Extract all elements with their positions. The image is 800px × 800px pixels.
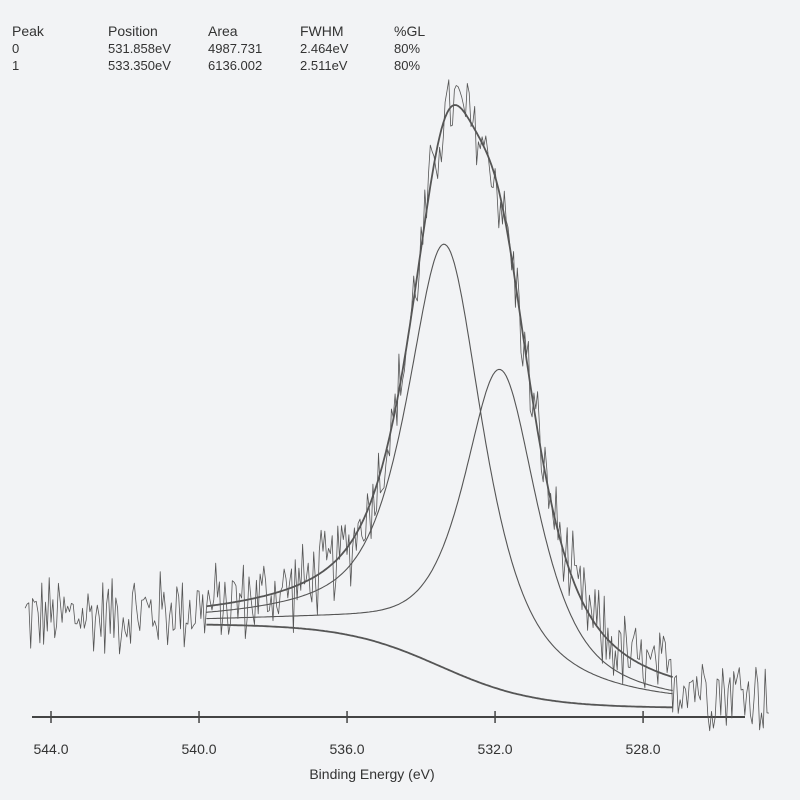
x-axis-label: Binding Energy (eV) bbox=[309, 766, 434, 782]
peak-fwhm: 2.511eV bbox=[300, 58, 348, 73]
header-position: Position bbox=[108, 23, 158, 39]
x-tick-label: 532.0 bbox=[478, 741, 513, 757]
x-tick-label: 536.0 bbox=[330, 741, 365, 757]
peak-id: 1 bbox=[12, 58, 20, 73]
peak-position: 533.350eV bbox=[108, 58, 171, 73]
x-tick-label: 528.0 bbox=[626, 741, 661, 757]
peak-gl: 80% bbox=[394, 58, 421, 73]
peak-fwhm: 2.464eV bbox=[300, 41, 349, 56]
x-tick-label: 544.0 bbox=[33, 741, 68, 757]
peak-area: 6136.002 bbox=[208, 58, 263, 73]
header-gl: %GL bbox=[394, 23, 426, 39]
header-peak: Peak bbox=[12, 23, 44, 39]
peak-table-header: Peak Position Area FWHM %GL bbox=[8, 22, 454, 40]
header-fwhm: FWHM bbox=[300, 23, 344, 39]
peak-0-line bbox=[206, 368, 673, 692]
peak-position: 531.858eV bbox=[108, 41, 171, 56]
envelope-line bbox=[206, 104, 673, 678]
peak-gl: 80% bbox=[394, 41, 421, 56]
table-row: 0 531.858eV 4987.731 2.464eV 80% bbox=[8, 40, 454, 57]
peak-area: 4987.731 bbox=[208, 41, 263, 56]
peak-id: 0 bbox=[12, 41, 20, 56]
background-line bbox=[206, 623, 673, 709]
raw-spectrum-line bbox=[24, 79, 769, 732]
x-tick-label: 540.0 bbox=[182, 741, 217, 757]
peak-table: Peak Position Area FWHM %GL 0 531.858eV … bbox=[8, 22, 454, 74]
curves bbox=[24, 79, 769, 732]
peak-1-line bbox=[206, 243, 673, 695]
table-row: 1 533.350eV 6136.002 2.511eV 80% bbox=[8, 57, 454, 74]
x-ticks: 544.0 540.0 536.0 532.0 528.0 bbox=[33, 711, 661, 757]
header-area: Area bbox=[208, 23, 238, 39]
